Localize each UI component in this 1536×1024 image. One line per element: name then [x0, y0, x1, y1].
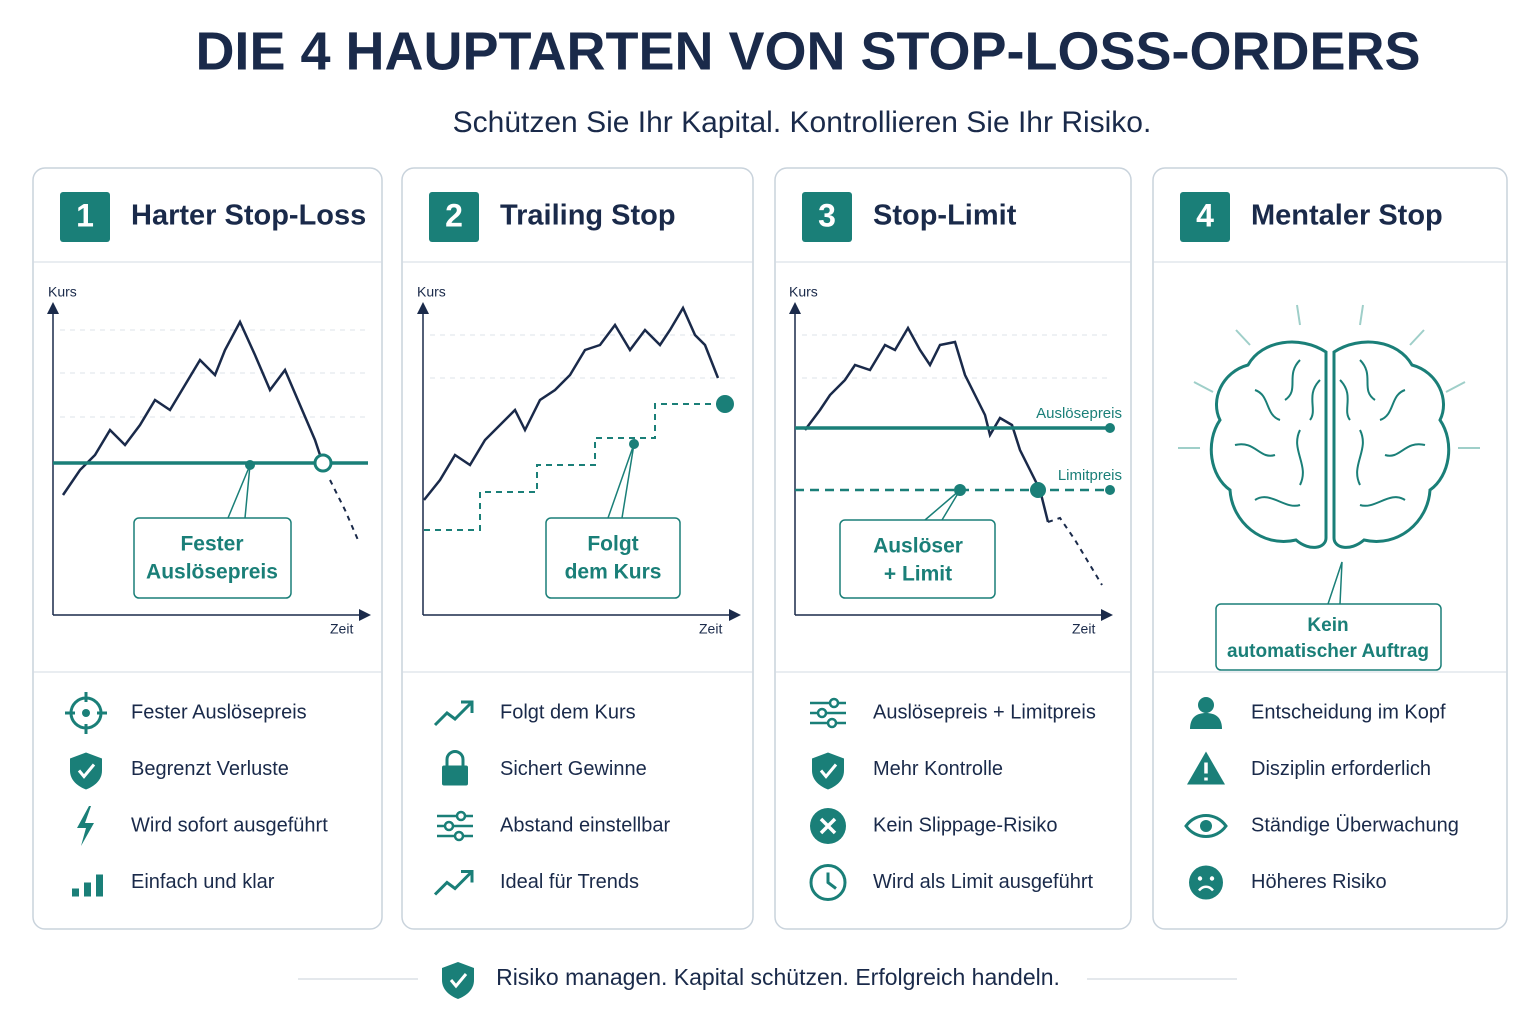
callout: Folgt — [587, 533, 638, 556]
number-badge — [1180, 192, 1230, 242]
icon — [816, 707, 828, 719]
icon — [819, 763, 838, 779]
axis-labels: Kurs Zeit Kurs Zeit Kurs Zeit Auslösepre… — [48, 284, 1122, 637]
callouts: Fester Auslösepreis Folgt dem Kurs Auslö… — [146, 533, 1429, 662]
footer: Risiko managen. Kapital schützen. Erfolg… — [298, 962, 1237, 999]
icon — [819, 817, 837, 835]
card: 4 Mentaler Stop Entscheidung im Kopf Diszip… — [1152, 167, 1508, 930]
feature: Folgt dem Kurs — [500, 701, 636, 723]
icon — [455, 810, 467, 822]
card-title: Mentaler Stop — [1251, 200, 1443, 232]
icon — [65, 692, 107, 734]
y-axis-label: Kurs — [48, 284, 77, 300]
chart-2 — [417, 302, 741, 621]
icon — [1197, 876, 1203, 881]
feature: Fester Auslösepreis — [131, 701, 307, 723]
feature: Entscheidung im Kopf — [1251, 701, 1446, 723]
y-axis-label: Kurs — [789, 284, 818, 300]
icon — [461, 870, 474, 883]
icon — [72, 888, 79, 897]
x-axis-label: Zeit — [1072, 621, 1095, 637]
icon — [1189, 865, 1223, 900]
icon — [461, 700, 474, 713]
footer-text: Risiko managen. Kapital schützen. Erfolg… — [496, 964, 1060, 990]
icon — [1190, 713, 1222, 729]
icon — [826, 872, 837, 890]
icon — [828, 697, 840, 709]
line-label: Limitpreis — [1058, 467, 1122, 484]
icon — [433, 701, 473, 727]
icon — [826, 717, 838, 729]
callout: Fester — [180, 533, 243, 556]
x-axis-label: Zeit — [699, 621, 722, 637]
number-badge — [429, 192, 479, 242]
icon — [84, 882, 91, 897]
callout: automatischer Auftrag — [1227, 641, 1429, 662]
brain — [1178, 304, 1480, 671]
icon — [1200, 820, 1212, 832]
callout: Auslöser — [873, 535, 963, 558]
icon — [1198, 885, 1214, 892]
feature: Wird sofort ausgeführt — [131, 814, 328, 836]
icon — [1198, 697, 1214, 713]
y-axis-label: Kurs — [417, 284, 446, 300]
icon — [453, 830, 465, 842]
icon — [1184, 814, 1228, 838]
feature: Auslösepreis + Limitpreis — [873, 701, 1096, 723]
feature: Begrenzt Verluste — [131, 758, 289, 780]
icon — [1209, 876, 1215, 881]
chart-1 — [47, 302, 371, 621]
line-label: Auslösepreis — [1036, 405, 1122, 422]
feature: Kein Slippage-Risiko — [873, 814, 1058, 836]
callout: dem Kurs — [565, 561, 662, 584]
icon — [445, 750, 465, 766]
callout: + Limit — [884, 563, 952, 586]
icon — [70, 752, 102, 790]
card-frame — [1152, 167, 1508, 930]
icon — [82, 709, 90, 717]
feature: Ständige Überwachung — [1251, 814, 1459, 836]
chart-3 — [789, 302, 1115, 621]
icon — [442, 765, 468, 786]
number-badge — [802, 192, 852, 242]
x-axis-label: Zeit — [330, 621, 353, 637]
card-number: 1 — [76, 197, 94, 233]
icon — [77, 763, 96, 779]
subtitle: Schützen Sie Ihr Kapital. Kontrollieren … — [453, 106, 1152, 139]
icon — [443, 820, 455, 832]
feature: Disziplin erforderlich — [1251, 758, 1431, 780]
card-number: 4 — [1196, 197, 1214, 233]
icon — [812, 752, 844, 790]
card-number: 2 — [445, 197, 463, 233]
feature: Wird als Limit ausgeführt — [873, 871, 1094, 893]
card-number: 3 — [818, 197, 836, 233]
feature: Höheres Risiko — [1251, 871, 1387, 893]
feature: Abstand einstellbar — [500, 814, 670, 836]
icon — [809, 864, 847, 901]
card-title: Stop-Limit — [873, 200, 1017, 232]
title: DIE 4 HAUPTARTEN VON STOP-LOSS-ORDERS — [195, 21, 1420, 81]
callout: Kein — [1307, 615, 1348, 636]
icon — [77, 806, 94, 846]
feature: Sichert Gewinne — [500, 758, 647, 780]
feature: Einfach und klar — [131, 871, 275, 893]
icon — [433, 871, 473, 896]
callout: Auslösepreis — [146, 561, 278, 584]
feature: Mehr Kontrolle — [873, 758, 1003, 780]
card-title: Harter Stop-Loss — [131, 200, 366, 232]
number-badge — [60, 192, 110, 242]
icon — [96, 874, 103, 897]
feature: Ideal für Trends — [500, 871, 639, 893]
card-title: Trailing Stop — [500, 200, 676, 232]
